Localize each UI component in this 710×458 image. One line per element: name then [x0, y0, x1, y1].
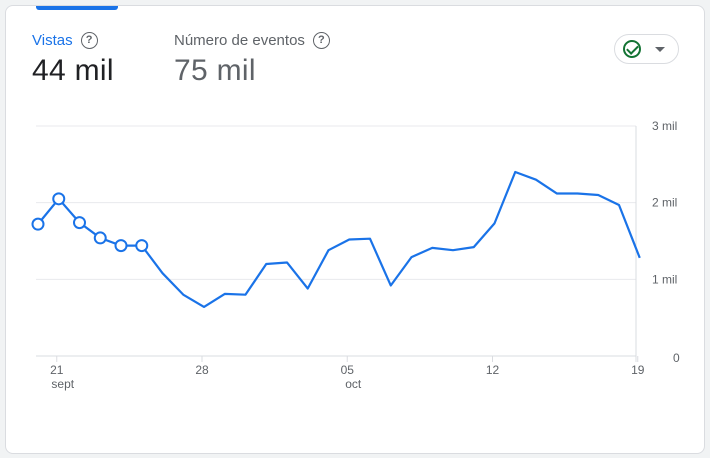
x-tick-label: 19: [631, 363, 645, 377]
data-point: [52, 192, 66, 206]
metric-vistas[interactable]: Vistas ? 44 mil: [32, 30, 114, 88]
metric-label: Vistas: [32, 31, 73, 49]
x-tick-label: 28: [195, 363, 209, 377]
x-tick-label: 12: [486, 363, 500, 377]
data-point: [135, 239, 149, 253]
data-point: [93, 231, 107, 245]
metric-value: 44 mil: [32, 54, 114, 87]
active-tab-indicator: [36, 6, 118, 10]
series-line: [37, 170, 641, 309]
y-tick-label: 1 mil: [652, 272, 677, 286]
help-icon[interactable]: ?: [312, 31, 330, 49]
status-dropdown-button[interactable]: [614, 34, 679, 64]
metric-eventos[interactable]: Número de eventos ? 75 mil: [174, 30, 330, 88]
help-icon[interactable]: ?: [80, 31, 98, 49]
x-tick-month-label: oct: [345, 377, 362, 391]
y-tick-label: 3 mil: [652, 119, 677, 133]
data-point: [31, 217, 45, 231]
metric-value: 75 mil: [174, 54, 256, 87]
y-tick-label: 0: [673, 351, 680, 365]
caret-down-icon: [655, 46, 665, 52]
metric-label: Número de eventos: [174, 31, 305, 49]
x-tick-label: 05: [341, 363, 355, 377]
analytics-card: Vistas ? 44 mil Número de eventos ? 75 m…: [5, 5, 705, 454]
x-tick-label: 21: [50, 363, 64, 377]
data-point: [114, 239, 128, 253]
data-point: [73, 216, 86, 230]
x-tick-month-label: sept: [51, 377, 74, 391]
y-tick-label: 2 mil: [652, 196, 677, 210]
check-circle-icon: [623, 40, 641, 58]
